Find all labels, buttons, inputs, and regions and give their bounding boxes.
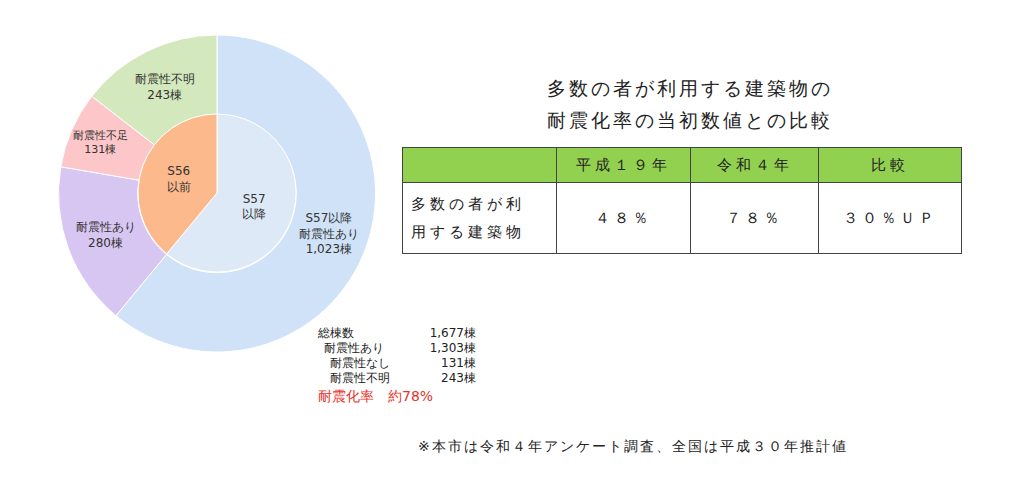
html-text:４８％: ４８％ [595, 208, 652, 227]
html-text:３０％ＵＰ: ３０％ＵＰ [842, 208, 938, 227]
html-text:多数の者が利用する建築物の: 多数の者が利用する建築物の [547, 77, 833, 99]
html-text:７８％: ７８％ [726, 208, 783, 227]
html-text:比較: 比較 [871, 155, 909, 174]
html-text:総棟数: 総棟数 [318, 326, 354, 340]
svg-text:S57以降耐震性あり1,023棟: S57以降耐震性あり1,023棟 [299, 211, 359, 256]
html-text:多数の者が利: 多数の者が利 [411, 195, 525, 213]
html-text:131棟: 131棟 [441, 356, 476, 370]
html-text:※本市は令和４年アンケート調査、全国は平成３０年推計値: ※本市は令和４年アンケート調査、全国は平成３０年推計値 [418, 438, 848, 454]
svg-text:耐震性不足131棟: 耐震性不足131棟 [73, 129, 128, 156]
html-text:耐震化率の当初数値との比較: 耐震化率の当初数値との比較 [547, 109, 833, 131]
svg-text:耐震性あり280棟: 耐震性あり280棟 [76, 220, 136, 250]
svg-text:S57以降: S57以降 [242, 192, 266, 222]
html-text:用する建築物: 用する建築物 [411, 223, 525, 241]
html-text:1,677棟: 1,677棟 [429, 326, 476, 340]
html-text:耐震性なし: 耐震性なし [330, 356, 390, 370]
html-text:耐震性あり: 耐震性あり [324, 341, 384, 355]
html-text:耐震性不明: 耐震性不明 [330, 371, 390, 385]
svg-text:S56以前: S56以前 [167, 164, 191, 194]
html-text:243棟: 243棟 [441, 371, 476, 385]
html-text:1,303棟: 1,303棟 [429, 341, 476, 355]
html-text:平成１９年: 平成１９年 [576, 155, 671, 174]
svg-text:耐震性不明243棟: 耐震性不明243棟 [135, 72, 195, 102]
html-text:耐震化率 約78%: 耐震化率 約78% [318, 388, 434, 404]
html-text:令和４年: 令和４年 [716, 155, 793, 174]
